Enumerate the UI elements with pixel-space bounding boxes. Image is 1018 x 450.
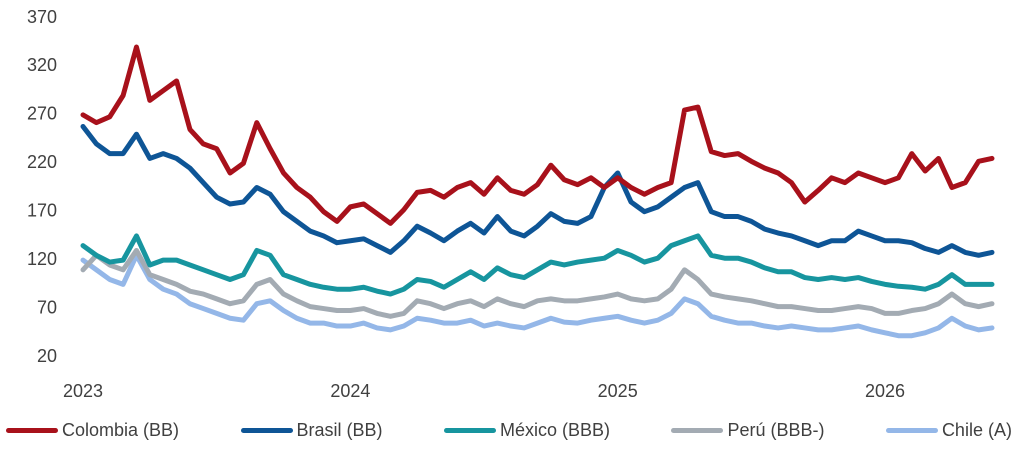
legend-item: México (BBB) <box>443 420 610 441</box>
y-tick-label: 220 <box>27 152 57 172</box>
chart: 20 70 120 170 220 270 320 370 2023 2024 2025 2026 <box>27 7 995 401</box>
y-tick-label: 320 <box>27 55 57 75</box>
x-tick-label: 2026 <box>865 381 905 401</box>
y-tick-label: 170 <box>27 200 57 220</box>
legend-swatch <box>671 428 724 433</box>
series-line <box>80 233 995 297</box>
y-tick-label: 270 <box>27 104 57 124</box>
legend-swatch <box>6 428 58 433</box>
legend: Colombia (BB) Brasil (BB) México (BBB) Perú… <box>0 420 1018 441</box>
y-tick-label: 120 <box>27 249 57 269</box>
legend-swatch <box>885 428 938 433</box>
y-tick-label: 20 <box>37 346 57 366</box>
x-tick-label: 2025 <box>598 381 638 401</box>
series-line <box>80 44 995 226</box>
legend-swatch <box>443 428 496 433</box>
series-line <box>80 247 995 319</box>
y-tick-label: 70 <box>37 297 57 317</box>
legend-label: Chile (A) <box>941 420 1012 440</box>
legend-swatch <box>240 428 293 433</box>
legend-item: Chile (A) <box>885 420 1012 441</box>
legend-label: Colombia (BB) <box>62 420 180 440</box>
y-tick-label: 370 <box>27 7 57 27</box>
x-tick-label: 2023 <box>63 381 103 401</box>
series-line <box>80 123 995 258</box>
legend-item: Colombia (BB) <box>6 420 179 441</box>
legend-label: Brasil (BB) <box>296 420 383 440</box>
legend-label: Perú (BBB-) <box>727 420 825 440</box>
legend-item: Brasil (BB) <box>240 420 383 441</box>
legend-item: Perú (BBB-) <box>671 420 824 441</box>
x-tick-label: 2024 <box>330 381 370 401</box>
series-line <box>80 252 995 339</box>
legend-label: México (BBB) <box>499 420 610 440</box>
